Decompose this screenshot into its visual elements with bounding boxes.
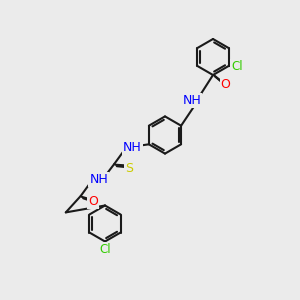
Text: S: S	[125, 162, 133, 175]
Text: Cl: Cl	[231, 59, 243, 73]
Text: O: O	[221, 77, 230, 91]
Text: NH: NH	[89, 173, 108, 186]
Text: NH: NH	[183, 94, 201, 107]
Text: O: O	[88, 195, 98, 208]
Text: NH: NH	[123, 141, 142, 154]
Text: Cl: Cl	[99, 243, 111, 256]
